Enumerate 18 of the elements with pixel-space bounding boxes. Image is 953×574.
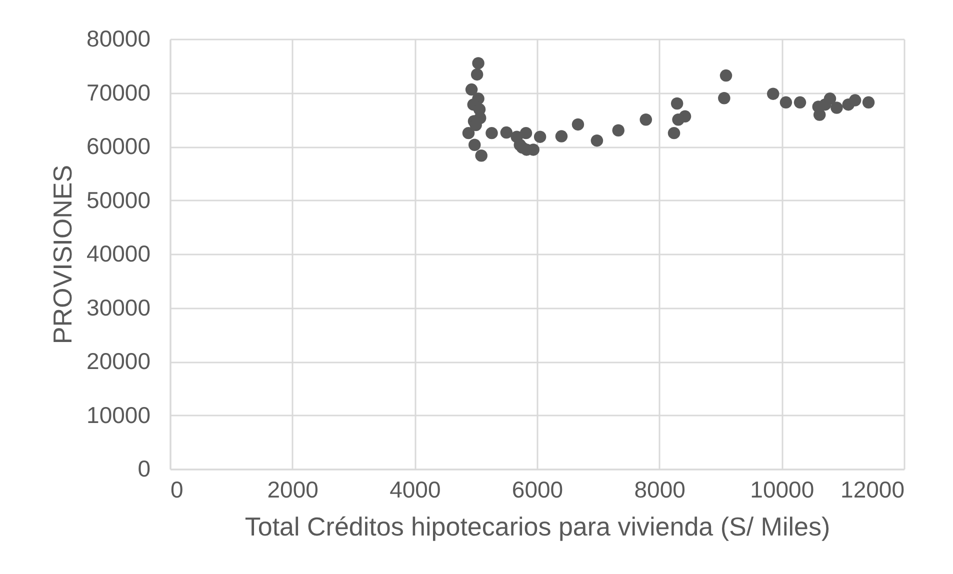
y-tick-label: 40000 bbox=[86, 240, 150, 266]
y-tick-label: 0 bbox=[138, 456, 150, 482]
x-tick-label: 10000 bbox=[750, 476, 814, 502]
x-tick-label: 6000 bbox=[512, 476, 564, 502]
x-tick-label: 2000 bbox=[267, 476, 318, 502]
y-tick-label: 30000 bbox=[86, 294, 150, 320]
y-tick-label: 50000 bbox=[86, 186, 150, 213]
y-tick-label: 20000 bbox=[86, 348, 150, 374]
x-tick-label: 8000 bbox=[634, 476, 686, 502]
x-axis-title: Total Créditos hipotecarios para vivienda (S/ Miles) bbox=[244, 512, 830, 542]
y-tick-label: 60000 bbox=[86, 133, 150, 159]
x-tick-label: 12000 bbox=[840, 476, 904, 502]
x-tick-label: 4000 bbox=[390, 476, 441, 502]
y-axis-title: PROVISIONES bbox=[48, 164, 78, 344]
y-tick-label: 10000 bbox=[86, 402, 150, 428]
x-tick-label: 0 bbox=[170, 476, 184, 502]
y-tick-label: 80000 bbox=[86, 26, 150, 52]
y-tick-label: 70000 bbox=[86, 79, 150, 106]
